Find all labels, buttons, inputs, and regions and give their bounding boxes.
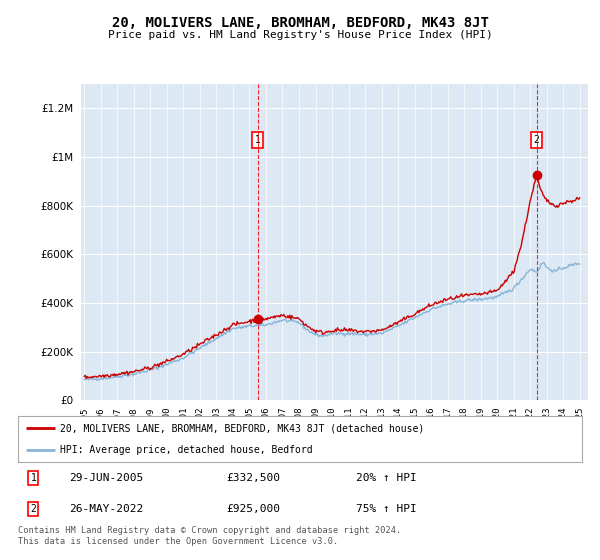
Text: 1: 1 <box>31 473 36 483</box>
Text: Contains HM Land Registry data © Crown copyright and database right 2024.
This d: Contains HM Land Registry data © Crown c… <box>18 526 401 546</box>
Text: £332,500: £332,500 <box>227 473 281 483</box>
Text: HPI: Average price, detached house, Bedford: HPI: Average price, detached house, Bedf… <box>60 445 313 455</box>
Text: 29-JUN-2005: 29-JUN-2005 <box>69 473 143 483</box>
Text: 2: 2 <box>534 135 539 145</box>
Text: 20, MOLIVERS LANE, BROMHAM, BEDFORD, MK43 8JT: 20, MOLIVERS LANE, BROMHAM, BEDFORD, MK4… <box>112 16 488 30</box>
Text: 20% ↑ HPI: 20% ↑ HPI <box>356 473 417 483</box>
Text: 20, MOLIVERS LANE, BROMHAM, BEDFORD, MK43 8JT (detached house): 20, MOLIVERS LANE, BROMHAM, BEDFORD, MK4… <box>60 424 425 434</box>
Text: £925,000: £925,000 <box>227 504 281 514</box>
Text: 26-MAY-2022: 26-MAY-2022 <box>69 504 143 514</box>
Text: 75% ↑ HPI: 75% ↑ HPI <box>356 504 417 514</box>
Text: 1: 1 <box>254 135 260 145</box>
Text: Price paid vs. HM Land Registry's House Price Index (HPI): Price paid vs. HM Land Registry's House … <box>107 30 493 40</box>
Text: 2: 2 <box>31 504 36 514</box>
